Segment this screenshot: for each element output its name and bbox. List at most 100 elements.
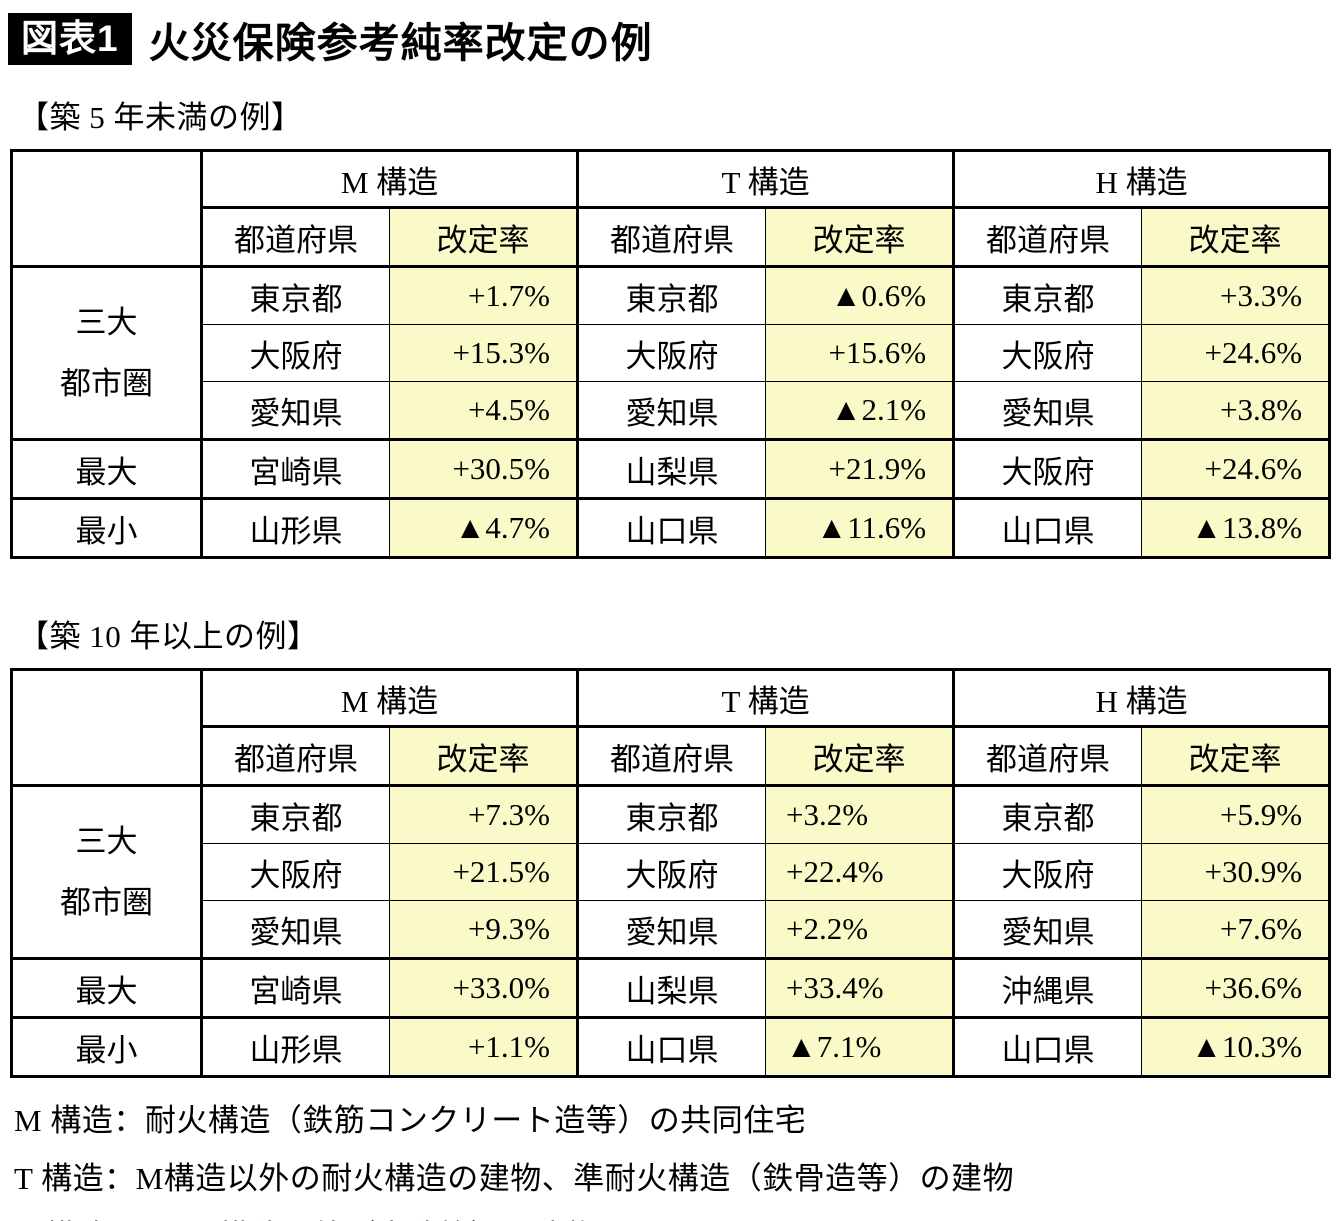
prefecture-header-h: 都道府県 (952, 725, 1143, 786)
prefecture-cell: 大阪府 (200, 843, 390, 901)
rate-cell: +4.5% (388, 381, 579, 440)
prefecture-cell: 愛知県 (952, 900, 1143, 959)
rate-cell: +3.3% (1141, 265, 1331, 325)
rate-cell: +21.9% (765, 438, 955, 499)
prefecture-header-m: 都道府県 (200, 725, 390, 786)
rate-cell: ▲4.7% (388, 497, 579, 558)
rate-cell: +1.1% (388, 1016, 579, 1077)
prefecture-header-t: 都道府県 (576, 725, 767, 786)
prefecture-cell: 山形県 (200, 497, 390, 558)
rate-header-m: 改定率 (388, 206, 579, 267)
corner-cell (11, 669, 202, 786)
row-group-label-max: 最大 (11, 438, 202, 499)
prefecture-cell: 大阪府 (200, 324, 390, 382)
metro-label-line1: 三大 (75, 305, 138, 340)
prefecture-cell: 愛知県 (576, 381, 767, 440)
row-group-label-max: 最大 (11, 957, 202, 1018)
rate-cell: +30.5% (388, 438, 579, 499)
group-header-m: M 構造 (199, 669, 579, 727)
prefecture-cell: 山口県 (576, 1016, 767, 1077)
rate-cell: +9.3% (388, 900, 579, 959)
prefecture-cell: 山口県 (576, 497, 767, 558)
rate-cell: +24.6% (1141, 438, 1331, 499)
prefecture-cell: 東京都 (576, 784, 767, 844)
metro-label-line2: 都市圏 (60, 366, 153, 401)
footnote-t: T 構造：M構造以外の耐火構造の建物、準耐火構造（鉄骨造等）の建物 (14, 1161, 1015, 1196)
group-header-t: T 構造 (576, 669, 955, 727)
rate-cell: +22.4% (765, 843, 955, 901)
rate-cell: +3.2% (765, 784, 955, 844)
rate-header-t: 改定率 (765, 725, 955, 786)
rate-cell: +30.9% (1141, 843, 1331, 901)
rate-header-h: 改定率 (1141, 206, 1331, 267)
prefecture-cell: 東京都 (952, 784, 1143, 844)
figure-title: 火災保険参考純率改定の例 (148, 20, 653, 66)
prefecture-cell: 愛知県 (952, 381, 1143, 440)
rate-cell: +33.4% (765, 957, 955, 1018)
prefecture-cell: 大阪府 (576, 843, 767, 901)
prefecture-cell: 宮崎県 (200, 438, 390, 499)
rate-cell: ▲7.1% (765, 1016, 955, 1077)
row-group-label-metro: 三大 都市圏 (11, 265, 202, 440)
rate-header-h: 改定率 (1141, 725, 1331, 786)
prefecture-header-t: 都道府県 (576, 206, 767, 267)
group-header-m: M 構造 (199, 150, 579, 208)
prefecture-cell: 東京都 (952, 265, 1143, 325)
rate-cell: +24.6% (1141, 324, 1331, 382)
prefecture-cell: 東京都 (200, 265, 390, 325)
rate-cell: +21.5% (388, 843, 579, 901)
rate-cell: +5.9% (1141, 784, 1331, 844)
rate-cell: ▲13.8% (1141, 497, 1331, 558)
rate-table-under5: M 構造 T 構造 H 構造 都道府県 改定率 都道府県 改定率 都道府県 改定… (10, 149, 1332, 559)
prefecture-cell: 山梨県 (576, 957, 767, 1018)
figure-header: 図表1 火災保険参考純率改定の例 (8, 12, 1340, 66)
rate-cell: +1.7% (388, 265, 579, 325)
rate-header-t: 改定率 (765, 206, 955, 267)
prefecture-cell: 山口県 (952, 1016, 1143, 1077)
prefecture-cell: 大阪府 (952, 843, 1143, 901)
rate-cell: +3.8% (1141, 381, 1331, 440)
rate-cell: +15.3% (388, 324, 579, 382)
section-caption-over10: 【築 10 年以上の例】 (18, 619, 319, 654)
prefecture-cell: 宮崎県 (200, 957, 390, 1018)
rate-cell: +33.0% (388, 957, 579, 1018)
prefecture-cell: 山梨県 (576, 438, 767, 499)
rate-cell: +2.2% (765, 900, 955, 959)
group-header-h: H 構造 (952, 150, 1331, 208)
rate-cell: ▲10.3% (1141, 1016, 1331, 1077)
rate-cell: +15.6% (765, 324, 955, 382)
corner-cell (11, 150, 202, 267)
metro-label-line1: 三大 (75, 824, 138, 859)
prefecture-cell: 大阪府 (952, 324, 1143, 382)
prefecture-cell: 山形県 (200, 1016, 390, 1077)
prefecture-cell: 愛知県 (200, 381, 390, 440)
rate-cell: ▲0.6% (765, 265, 955, 325)
prefecture-cell: 愛知県 (576, 900, 767, 959)
prefecture-cell: 東京都 (200, 784, 390, 844)
prefecture-cell: 山口県 (952, 497, 1143, 558)
prefecture-cell: 大阪府 (576, 324, 767, 382)
group-header-t: T 構造 (576, 150, 955, 208)
rate-cell: +7.6% (1141, 900, 1331, 959)
rate-cell: +7.3% (388, 784, 579, 844)
rate-cell: ▲11.6% (765, 497, 955, 558)
rate-table-over10: M 構造 T 構造 H 構造 都道府県 改定率 都道府県 改定率 都道府県 改定… (10, 668, 1332, 1078)
prefecture-cell: 愛知県 (200, 900, 390, 959)
footnote-h: H 構造：M、T構造以外（木造等）の建物 (14, 1208, 1340, 1221)
footnotes: M 構造：耐火構造（鉄筋コンクリート造等）の共同住宅 T 構造：M構造以外の耐火… (14, 1092, 1340, 1221)
prefecture-cell: 沖縄県 (952, 957, 1143, 1018)
prefecture-cell: 大阪府 (952, 438, 1143, 499)
footnote-m: M 構造：耐火構造（鉄筋コンクリート造等）の共同住宅 (14, 1103, 807, 1138)
figure-badge: 図表1 (8, 13, 132, 65)
rate-header-m: 改定率 (388, 725, 579, 786)
prefecture-cell: 東京都 (576, 265, 767, 325)
row-group-label-metro: 三大 都市圏 (11, 784, 202, 959)
row-group-label-min: 最小 (11, 497, 202, 558)
group-header-h: H 構造 (952, 669, 1331, 727)
prefecture-header-h: 都道府県 (952, 206, 1143, 267)
prefecture-header-m: 都道府県 (200, 206, 390, 267)
rate-cell: +36.6% (1141, 957, 1331, 1018)
section-caption-under5: 【築 5 年未満の例】 (18, 100, 303, 135)
row-group-label-min: 最小 (11, 1016, 202, 1077)
rate-cell: ▲2.1% (765, 381, 955, 440)
